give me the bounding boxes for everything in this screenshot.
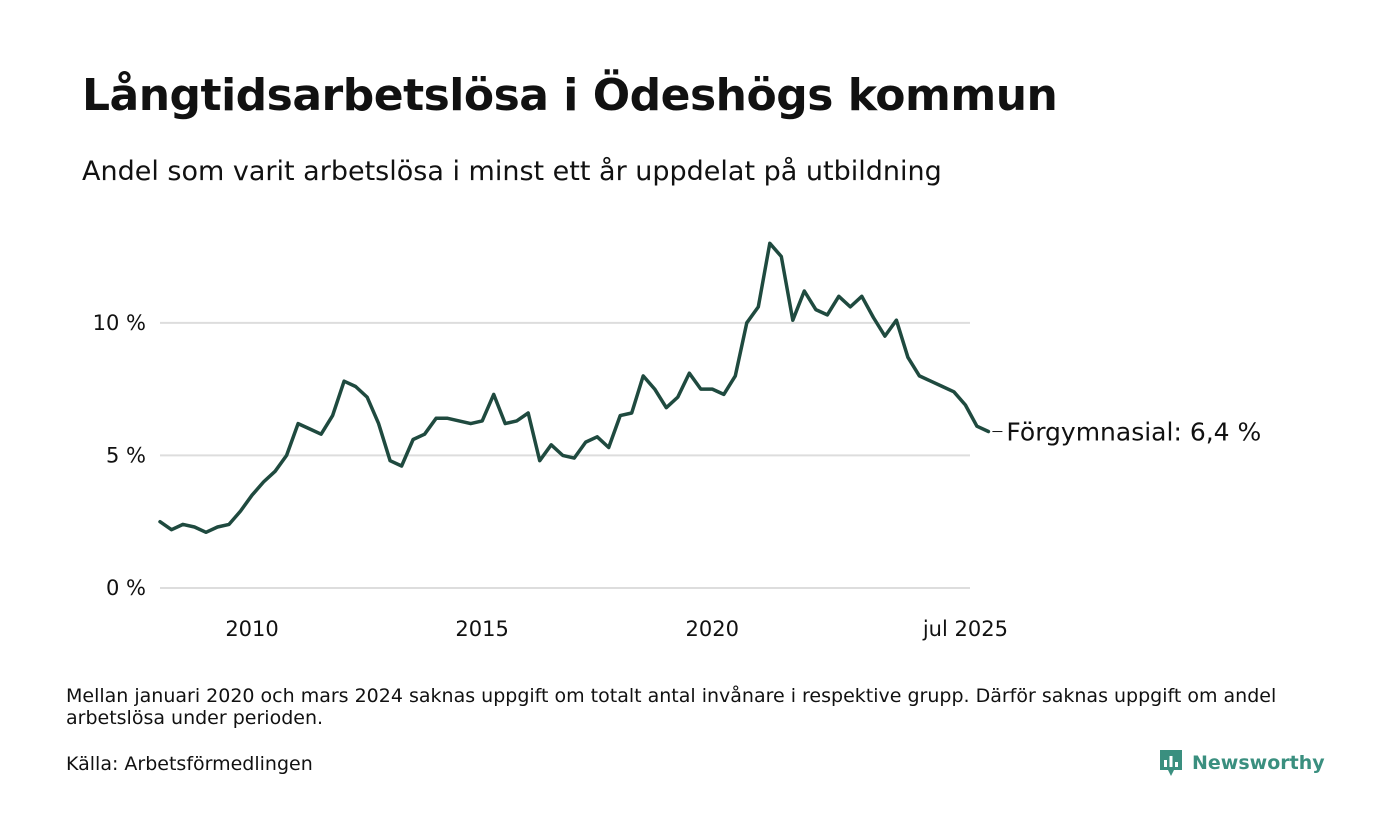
x-tick-label: 2015 [455,617,508,641]
series-lines [158,241,991,535]
y-tick-label: 10 % [93,311,146,335]
x-tick-label: 2010 [225,617,278,641]
x-axis: 2010 2015 2020 jul 2025 [225,617,1008,641]
brand-name: Newsworthy [1192,752,1325,774]
newsworthy-logo-icon [1160,750,1182,776]
y-tick-label: 5 % [106,443,146,467]
chart-title: Långtidsarbetslösa i Ödeshögs kommun [82,70,1058,121]
end-labels: Förgymnasial: 6,4 % [992,418,1261,447]
end-label: Förgymnasial: 6,4 % [1006,418,1261,447]
line-chart: 0 % 5 % 10 % 2010 2015 2020 jul 2025 Förgymna… [93,241,1261,641]
y-tick-label: 0 % [106,576,146,600]
series-line [158,241,991,535]
newsworthy-logo: Newsworthy [1158,748,1325,778]
chart-subtitle: Andel som varit arbetslösa i minst ett å… [82,156,942,187]
x-tick-label: jul 2025 [922,617,1008,641]
source-text: Källa: Arbetsförmedlingen [66,753,313,775]
y-axis: 0 % 5 % 10 % [93,311,146,600]
chart-note: Mellan januari 2020 och mars 2024 saknas… [66,685,1277,729]
x-tick-label: 2020 [686,617,739,641]
